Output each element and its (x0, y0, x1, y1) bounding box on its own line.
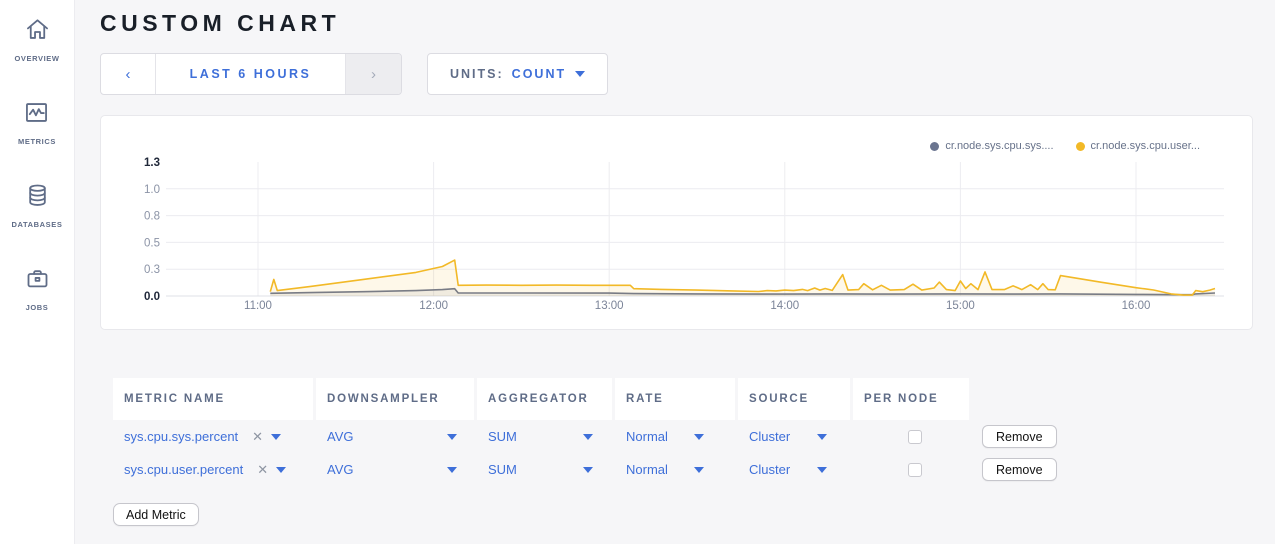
svg-text:13:00: 13:00 (595, 300, 624, 312)
units-label: UNITS: (450, 67, 504, 81)
col-header-rate: RATE (615, 378, 735, 420)
dropdown-caret-icon (447, 433, 457, 440)
dropdown-caret-icon (817, 433, 827, 440)
table-body: sys.cpu.sys.percent ✕ AVG SUM Normal Cl (113, 420, 1082, 486)
home-icon (24, 16, 51, 48)
metric-name-select[interactable]: sys.cpu.user.percent ✕ (113, 453, 313, 486)
sidebar-item-jobs[interactable]: JOBS (24, 265, 51, 312)
table-header-row: METRIC NAME DOWNSAMPLER AGGREGATOR RATE … (113, 378, 1082, 420)
controls-row: ‹ LAST 6 HOURS › UNITS: COUNT (100, 53, 609, 95)
legend-dot-icon (1075, 141, 1085, 151)
metrics-icon (23, 99, 50, 131)
legend-label: cr.node.sys.cpu.sys.... (945, 140, 1054, 152)
dropdown-caret-icon (276, 466, 287, 473)
remove-metric-button[interactable]: Remove (982, 458, 1057, 481)
rate-value: Normal (626, 429, 668, 444)
chart-legend: cr.node.sys.cpu.sys.... cr.node.sys.cpu.u… (930, 140, 1200, 152)
briefcase-icon (24, 265, 51, 297)
sidebar-item-label: OVERVIEW (14, 54, 60, 63)
sidebar-item-label: METRICS (18, 137, 56, 146)
clear-metric-icon[interactable]: ✕ (252, 428, 264, 444)
dropdown-caret-icon (694, 466, 704, 473)
sidebar-item-label: DATABASES (11, 220, 63, 229)
col-header-per-node: PER NODE (853, 378, 969, 420)
chart-panel: cr.node.sys.cpu.sys.... cr.node.sys.cpu.u… (100, 115, 1253, 330)
source-select[interactable]: Cluster (749, 429, 827, 444)
source-select[interactable]: Cluster (749, 462, 827, 477)
svg-text:0.5: 0.5 (144, 237, 160, 249)
metrics-table: METRIC NAME DOWNSAMPLER AGGREGATOR RATE … (113, 378, 1082, 486)
col-header-aggregator: AGGREGATOR (477, 378, 612, 420)
table-row: sys.cpu.sys.percent ✕ AVG SUM Normal Cl (113, 420, 1082, 453)
svg-text:1.3: 1.3 (144, 157, 160, 169)
time-window-selector: ‹ LAST 6 HOURS › (100, 53, 402, 95)
rate-select[interactable]: Normal (626, 429, 704, 444)
downsampler-value: AVG (327, 462, 354, 477)
table-row: sys.cpu.user.percent ✕ AVG SUM Normal C (113, 453, 1082, 486)
metric-name-value: sys.cpu.user.percent (124, 462, 244, 477)
metric-name-select[interactable]: sys.cpu.sys.percent ✕ (113, 420, 313, 453)
legend-item[interactable]: cr.node.sys.cpu.sys.... (930, 140, 1054, 152)
col-header-downsampler: DOWNSAMPLER (316, 378, 474, 420)
page-title: CUSTOM CHART (100, 10, 341, 36)
dropdown-caret-icon (271, 433, 282, 440)
svg-text:0.3: 0.3 (144, 264, 160, 276)
sidebar: OVERVIEW METRICS DATABASES (0, 0, 75, 544)
sidebar-item-metrics[interactable]: METRICS (18, 99, 56, 146)
dropdown-caret-icon (447, 466, 457, 473)
time-prev-button[interactable]: ‹ (101, 54, 156, 94)
rate-select[interactable]: Normal (626, 462, 704, 477)
aggregator-select[interactable]: SUM (488, 462, 593, 477)
aggregator-value: SUM (488, 429, 517, 444)
svg-text:16:00: 16:00 (1122, 300, 1151, 312)
downsampler-select[interactable]: AVG (327, 462, 457, 477)
time-range-dropdown[interactable]: LAST 6 HOURS (189, 67, 312, 81)
clear-metric-icon[interactable]: ✕ (257, 461, 269, 477)
col-header-actions (972, 378, 1082, 420)
aggregator-value: SUM (488, 462, 517, 477)
legend-item[interactable]: cr.node.sys.cpu.user... (1075, 140, 1200, 152)
svg-text:15:00: 15:00 (946, 300, 975, 312)
col-header-source: SOURCE (738, 378, 850, 420)
units-dropdown[interactable]: UNITS: COUNT (427, 53, 609, 95)
sidebar-item-overview[interactable]: OVERVIEW (14, 16, 59, 63)
chevron-down-icon (575, 71, 586, 77)
downsampler-select[interactable]: AVG (327, 429, 457, 444)
per-node-checkbox[interactable] (908, 429, 922, 444)
main-content: CUSTOM CHART ‹ LAST 6 HOURS › UNITS: COU… (75, 0, 1275, 544)
dropdown-caret-icon (583, 433, 593, 440)
metric-name-value: sys.cpu.sys.percent (124, 429, 239, 444)
svg-text:0.0: 0.0 (144, 291, 160, 303)
svg-text:11:00: 11:00 (244, 300, 272, 312)
time-next-button[interactable]: › (345, 54, 401, 94)
dropdown-caret-icon (817, 466, 827, 473)
rate-value: Normal (626, 462, 668, 477)
svg-text:0.8: 0.8 (144, 211, 160, 223)
dropdown-caret-icon (694, 433, 704, 440)
remove-metric-button[interactable]: Remove (982, 425, 1057, 448)
svg-text:1.0: 1.0 (144, 184, 160, 196)
source-value: Cluster (749, 462, 791, 477)
chart-svg: 11:00 12:00 13:00 14:00 15:00 16:00 0.0 0.3 0.5 0… (144, 157, 1224, 312)
svg-text:14:00: 14:00 (770, 300, 799, 312)
col-header-metric-name: METRIC NAME (113, 378, 313, 420)
add-metric-button[interactable]: Add Metric (113, 503, 199, 526)
downsampler-value: AVG (327, 429, 354, 444)
units-value: COUNT (511, 67, 567, 81)
sidebar-item-databases[interactable]: DATABASES (12, 182, 63, 229)
sidebar-item-label: JOBS (25, 303, 49, 312)
source-value: Cluster (749, 429, 791, 444)
legend-label: cr.node.sys.cpu.user... (1090, 140, 1200, 152)
aggregator-select[interactable]: SUM (488, 429, 593, 444)
database-icon (24, 182, 51, 214)
legend-dot-icon (930, 141, 940, 151)
dropdown-caret-icon (583, 466, 593, 473)
svg-text:12:00: 12:00 (419, 300, 448, 312)
per-node-checkbox[interactable] (908, 462, 922, 477)
